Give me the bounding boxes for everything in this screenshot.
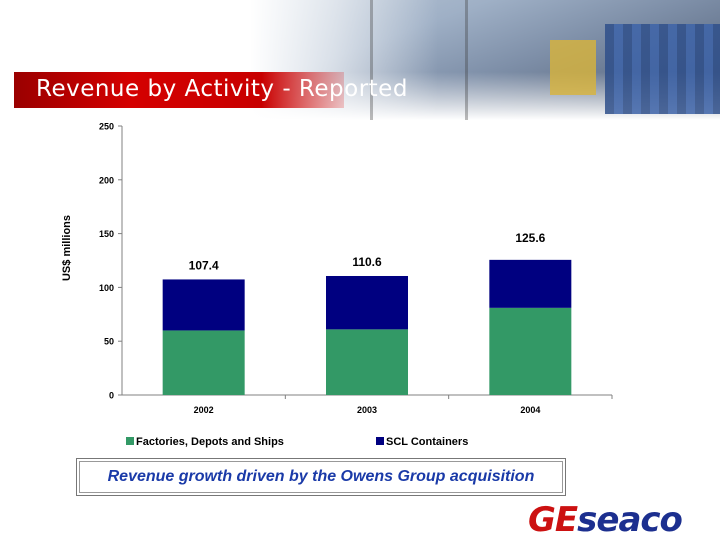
logo-ge: GE xyxy=(528,500,578,540)
caption-box: Revenue growth driven by the Owens Group… xyxy=(76,458,566,496)
legend-swatch xyxy=(126,437,134,445)
y-tick-label: 150 xyxy=(99,229,114,239)
bar-total-label: 125.6 xyxy=(515,231,545,245)
bar-factories-depots-ships xyxy=(326,329,408,395)
bar-scl-containers xyxy=(326,275,408,330)
legend-label: SCL Containers xyxy=(386,436,468,448)
bar-total-label: 110.6 xyxy=(352,255,382,269)
y-tick-label: 250 xyxy=(99,122,114,132)
forklift-image xyxy=(550,40,596,95)
caption-text: Revenue growth driven by the Owens Group… xyxy=(107,468,535,485)
y-tick-label: 200 xyxy=(99,175,114,185)
logo-seaco: seaco xyxy=(577,500,683,540)
photo-beam xyxy=(465,0,468,120)
x-tick-label: 2003 xyxy=(357,405,377,415)
bar-total-label: 107.4 xyxy=(189,258,219,272)
slide-title: Revenue by Activity - Reported xyxy=(36,76,408,102)
photo-beam xyxy=(370,0,373,120)
title-bar xyxy=(14,72,344,108)
bar-scl-containers xyxy=(489,259,572,308)
legend-label: Factories, Depots and Ships xyxy=(136,436,284,448)
x-tick-label: 2002 xyxy=(194,405,214,415)
geseaco-logo: GE seaco xyxy=(528,500,713,540)
bar-scl-containers xyxy=(162,279,245,331)
bar-factories-depots-ships xyxy=(489,307,572,395)
y-tick-label: 100 xyxy=(99,283,114,293)
container-image xyxy=(605,24,720,114)
y-axis-label: US$ millions xyxy=(61,215,73,281)
bar-factories-depots-ships xyxy=(162,330,245,395)
y-tick-label: 50 xyxy=(104,337,114,347)
legend-swatch xyxy=(376,437,384,445)
y-tick-label: 0 xyxy=(109,391,114,401)
x-tick-label: 2004 xyxy=(520,405,540,415)
